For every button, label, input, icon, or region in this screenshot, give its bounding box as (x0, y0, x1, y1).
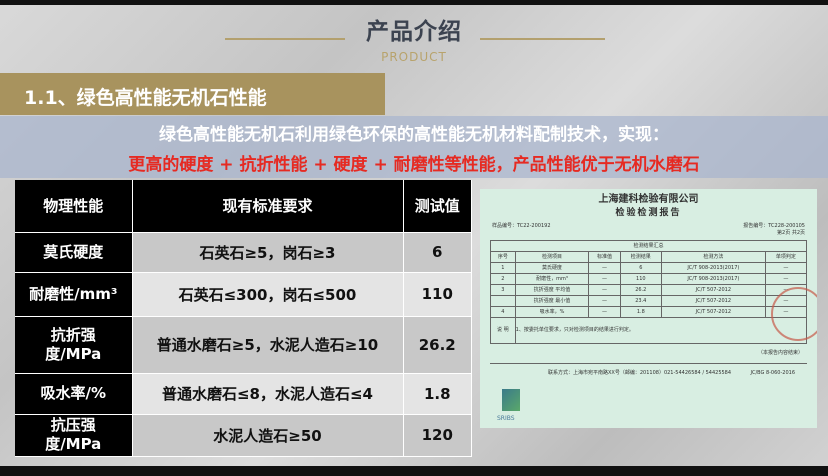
report-no: 报告编号：TC228-200105 (743, 223, 805, 229)
cell-standard: 普通水磨石≥5，水泥人造石≥10 (132, 316, 404, 374)
report-col-header: 检测结果 (619, 251, 662, 263)
report-cell: 1.8 (619, 306, 662, 318)
cell-standard: 石英石≤300，岗石≤500 (132, 272, 404, 317)
cell-property: 耐磨性/mm³ (15, 272, 133, 317)
header-standard: 现有标准要求 (132, 180, 404, 233)
cell-value: 110 (403, 272, 472, 317)
top-bar (0, 0, 828, 5)
report-cell: 6 (619, 262, 662, 274)
report-table: 检测结果汇总 序号 检测项目 标准值 检测结果 检测方法 单项判定 1 莫氏硬度 —6 JC/T… (490, 240, 808, 344)
report-company: 上海建科检验有限公司 (598, 194, 699, 205)
report-cell: — (588, 295, 621, 307)
report-cell: — (764, 262, 808, 274)
cell-standard: 石英石≥5，岗石≥3 (132, 232, 404, 273)
intro-line-2: 更高的硬度 + 抗折性能 + 硬度 + 耐磨性等性能，产品性能优于无机水磨石 (128, 155, 700, 175)
title-line-left (225, 38, 345, 40)
report-col-header: 标准值 (588, 251, 621, 263)
seal-stamp-icon (771, 287, 817, 341)
report-cell: 23.4 (619, 295, 662, 307)
report-cell (490, 295, 516, 307)
test-report-image: 上海建科检验有限公司 检验检测报告 样品编号：TC22-200192 报告编号：T… (480, 189, 817, 428)
sample-no: 样品编号：TC22-200192 (492, 223, 551, 229)
sribs-logo-icon (502, 389, 520, 411)
page-subtitle: PRODUCT (381, 50, 447, 64)
report-cell: 1 (490, 262, 516, 274)
cell-standard: 水泥人造石≥50 (132, 414, 404, 457)
table-row: 抗折强度/MPa 普通水磨石≥5，水泥人造石≥10 26.2 (15, 316, 472, 374)
table-row: 耐磨性/mm³ 石英石≤300，岗石≤500 110 (15, 272, 472, 317)
header-property: 物理性能 (15, 180, 133, 233)
report-note: 1、按委托单位要求，只对检测项目的结果进行判定。 (514, 317, 808, 344)
performance-table: 物理性能 现有标准要求 测试值 莫氏硬度 石英石≥5，岗石≥3 6 耐磨性/mm³ 石英石… (15, 180, 472, 457)
report-cell: 110 (619, 273, 662, 285)
report-cell: JC/T 507-2012 (660, 284, 766, 296)
report-cell: 26.2 (619, 284, 662, 296)
report-col-header: 序号 (490, 251, 516, 263)
cell-value: 26.2 (403, 316, 472, 374)
cell-value: 1.8 (403, 373, 472, 415)
report-contact: 联系方式：上海市宛平南路XX号（邮编：201108）021-54426584 /… (548, 370, 732, 376)
report-row: 4 吸水率，% —1.8 JC/T 507-2012— (490, 306, 808, 318)
report-cell: 抗折强度 最小值 (514, 295, 590, 307)
report-cell: — (588, 306, 621, 318)
table-row: 吸水率/% 普通水磨石≤8，水泥人造石≤4 1.8 (15, 373, 472, 415)
report-row: 1 莫氏硬度 —6 JC/T 908-2013(2017) — (490, 262, 808, 274)
cell-property: 抗折强度/MPa (15, 316, 133, 374)
report-doc-code: JC/BG 8-060-2016 (750, 370, 795, 376)
report-col-header: 单项判定 (764, 251, 808, 263)
report-end: （本报告内容结束） (757, 350, 803, 356)
report-summary: 检测结果汇总 (490, 240, 807, 252)
report-row: 2 耐磨性，mm³ —110 JC/T 908-2013(2017) — (490, 273, 808, 285)
report-cell: — (588, 284, 621, 296)
report-cell: 抗折强度 平均值 (514, 284, 590, 296)
bottom-bar (0, 466, 828, 476)
table-row: 抗压强度/MPa 水泥人造石≥50 120 (15, 414, 472, 457)
cell-value: 120 (403, 414, 472, 457)
report-cell: JC/T 507-2012 (660, 295, 766, 307)
report-col-header: 检测方法 (660, 251, 766, 263)
report-cell: 吸水率，% (514, 306, 590, 318)
cell-property: 吸水率/% (15, 373, 133, 415)
report-cell: 耐磨性，mm³ (514, 273, 590, 285)
table-row: 莫氏硬度 石英石≥5，岗石≥3 6 (15, 232, 472, 273)
section-title: 1.1、绿色高性能无机石性能 (0, 73, 385, 115)
report-cell: 3 (490, 284, 516, 296)
report-row: 抗折强度 最小值 —23.4 JC/T 507-2012— (490, 295, 808, 307)
report-cell: 4 (490, 306, 516, 318)
report-col-header: 检测项目 (514, 251, 590, 263)
page-title: 产品介绍 (366, 19, 462, 45)
report-cell: 莫氏硬度 (514, 262, 590, 274)
sribs-logo-text: SRIBS (497, 415, 515, 422)
report-cell: 2 (490, 273, 516, 285)
intro-band: 绿色高性能无机石利用绿色环保的高性能无机材料配制技术，实现： 更高的硬度 + 抗… (0, 116, 828, 178)
report-cell: JC/T 908-2013(2017) (660, 262, 766, 274)
report-row: 3 抗折强度 平均值 —26.2 JC/T 507-2012— (490, 284, 808, 296)
cell-value: 6 (403, 232, 472, 273)
header-value: 测试值 (403, 180, 472, 233)
cell-standard: 普通水磨石≤8，水泥人造石≤4 (132, 373, 404, 415)
cell-property: 抗压强度/MPa (15, 414, 133, 457)
intro-line-1: 绿色高性能无机石利用绿色环保的高性能无机材料配制技术，实现： (159, 125, 669, 145)
report-cell: — (764, 273, 808, 285)
cell-property: 莫氏硬度 (15, 232, 133, 273)
report-cell: JC/T 908-2013(2017) (660, 273, 766, 285)
title-line-right (480, 38, 605, 40)
report-cell: JC/T 507-2012 (660, 306, 766, 318)
report-title: 检验检测报告 (615, 208, 682, 218)
report-cell: — (588, 273, 621, 285)
report-cell: — (588, 262, 621, 274)
report-page: 第2页 共2页 (777, 230, 805, 236)
report-note-label: 说 明 (490, 317, 516, 344)
